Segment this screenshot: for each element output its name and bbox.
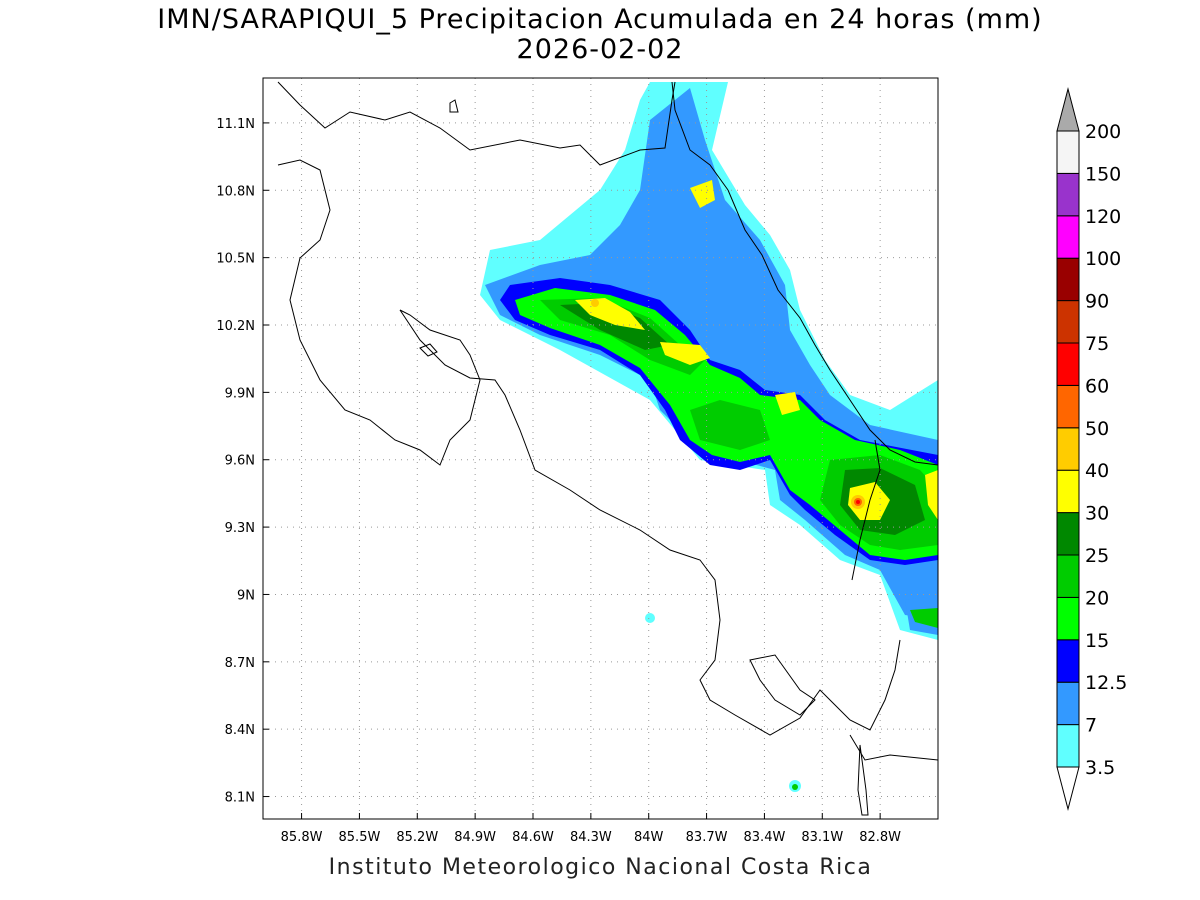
map-date: 2026-02-02 bbox=[516, 34, 684, 65]
legend-swatch bbox=[1056, 300, 1080, 344]
precip-area-30d bbox=[925, 470, 938, 520]
lon-tick-label: 84.6W bbox=[512, 830, 554, 845]
precip-area-25 bbox=[560, 303, 670, 350]
lat-tick-label: 9.3N bbox=[225, 521, 255, 536]
legend-swatch bbox=[1056, 384, 1080, 429]
legend-swatch bbox=[1056, 639, 1080, 683]
lon-tick-label: 82.8W bbox=[859, 830, 901, 845]
lat-tick-label: 9.6N bbox=[225, 454, 255, 469]
burica-point bbox=[857, 744, 869, 816]
legend-swatch bbox=[1056, 342, 1080, 386]
legend-swatch bbox=[1056, 681, 1080, 726]
legend-swatch bbox=[1056, 130, 1080, 174]
legend-swatch bbox=[1056, 469, 1080, 514]
pacific-coast-west bbox=[277, 159, 481, 466]
legend-label: 60 bbox=[1085, 375, 1109, 397]
lon-tick-label: 83.1W bbox=[801, 830, 843, 845]
lat-tick-label: 8.1N bbox=[225, 791, 255, 806]
map-frame bbox=[262, 77, 939, 820]
precip-area-20c bbox=[690, 400, 770, 450]
nicaragua-border bbox=[671, 81, 729, 191]
panama-border bbox=[851, 439, 881, 581]
island-chira bbox=[419, 343, 438, 357]
precip-area-lower-green bbox=[910, 608, 938, 628]
lat-tick-label: 10.8N bbox=[216, 184, 255, 199]
lat-tick-label: 8.7N bbox=[225, 656, 255, 671]
lon-tick-label: 85.5W bbox=[339, 830, 381, 845]
coastlines bbox=[277, 81, 938, 816]
longitude-ticks: 85.8W 85.5W 85.2W 84.9W 84.6W 84.3W 84W 83.7W 83… bbox=[281, 813, 901, 845]
legend-swatch bbox=[1056, 215, 1080, 259]
legend-label: 200 bbox=[1085, 121, 1121, 143]
legend-label: 40 bbox=[1085, 460, 1109, 482]
legend-label: 25 bbox=[1085, 545, 1109, 567]
legend-min-arrow bbox=[1056, 766, 1080, 811]
legend-max-arrow bbox=[1056, 87, 1080, 132]
precipitation-field bbox=[480, 82, 938, 792]
lat-tick-label: 10.5N bbox=[216, 252, 255, 267]
lon-tick-label: 83.7W bbox=[686, 830, 728, 845]
lat-tick-label: 8.4N bbox=[225, 723, 255, 738]
legend-swatch bbox=[1056, 512, 1080, 556]
legend-label: 20 bbox=[1085, 587, 1109, 609]
legend-label: 50 bbox=[1085, 418, 1109, 440]
precip-cell-small-3 bbox=[792, 784, 798, 790]
precip-area-30b bbox=[660, 342, 710, 365]
legend-label: 12.5 bbox=[1085, 672, 1127, 694]
latitude-ticks: 11.1N 10.8N 10.5N 10.2N 9.9N 9.6N 9.3N 9N 8.7N 8.… bbox=[216, 117, 269, 806]
precip-cell-small-1 bbox=[645, 613, 655, 623]
lat-tick-label: 9N bbox=[237, 588, 255, 603]
lon-tick-label: 84W bbox=[634, 830, 664, 845]
lat-tick-label: 9.9N bbox=[225, 386, 255, 401]
lon-tick-label: 84.3W bbox=[570, 830, 612, 845]
lon-tick-label: 83.4W bbox=[744, 830, 786, 845]
legend-label: 3.5 bbox=[1085, 757, 1115, 779]
precip-area-30e bbox=[690, 180, 715, 208]
precip-area-60 bbox=[856, 500, 860, 504]
legend-label: 120 bbox=[1085, 206, 1121, 228]
map-title: IMN/SARAPIQUI_5 Precipitacion Acumulada … bbox=[157, 4, 1043, 35]
credit-text: Instituto Meteorologico Nacional Costa R… bbox=[328, 855, 873, 880]
color-legend: 3.5 7 12.5 15 20 25 30 40 50 60 75 90 100 120 150 200 bbox=[1056, 87, 1127, 811]
island-small bbox=[449, 99, 459, 113]
pacific-coast-south bbox=[849, 734, 938, 761]
legend-label: 90 bbox=[1085, 291, 1109, 313]
legend-label: 15 bbox=[1085, 630, 1109, 652]
precip-area-40b bbox=[591, 299, 599, 307]
osa-peninsula bbox=[749, 654, 816, 716]
legend-label: 100 bbox=[1085, 248, 1121, 270]
lon-tick-label: 85.8W bbox=[281, 830, 323, 845]
legend-label: 75 bbox=[1085, 333, 1109, 355]
legend-swatch bbox=[1056, 172, 1080, 217]
lon-tick-label: 84.9W bbox=[454, 830, 496, 845]
legend-swatch bbox=[1056, 554, 1080, 598]
legend-swatch bbox=[1056, 724, 1080, 768]
legend-label: 150 bbox=[1085, 163, 1121, 185]
legend-label: 30 bbox=[1085, 503, 1109, 525]
coastline-caribbean-north bbox=[277, 81, 676, 166]
legend-swatch bbox=[1056, 257, 1080, 302]
precip-area-30f bbox=[775, 392, 800, 415]
caribbean-coast bbox=[727, 189, 938, 466]
lat-tick-label: 11.1N bbox=[216, 117, 255, 132]
precip-area-30c bbox=[848, 482, 890, 520]
gulf-nicoya-coast bbox=[399, 309, 901, 736]
lon-tick-label: 85.2W bbox=[396, 830, 438, 845]
legend-swatch bbox=[1056, 596, 1080, 641]
legend-label: 7 bbox=[1085, 715, 1097, 737]
lat-tick-label: 10.2N bbox=[216, 319, 255, 334]
legend-swatch bbox=[1056, 427, 1080, 471]
